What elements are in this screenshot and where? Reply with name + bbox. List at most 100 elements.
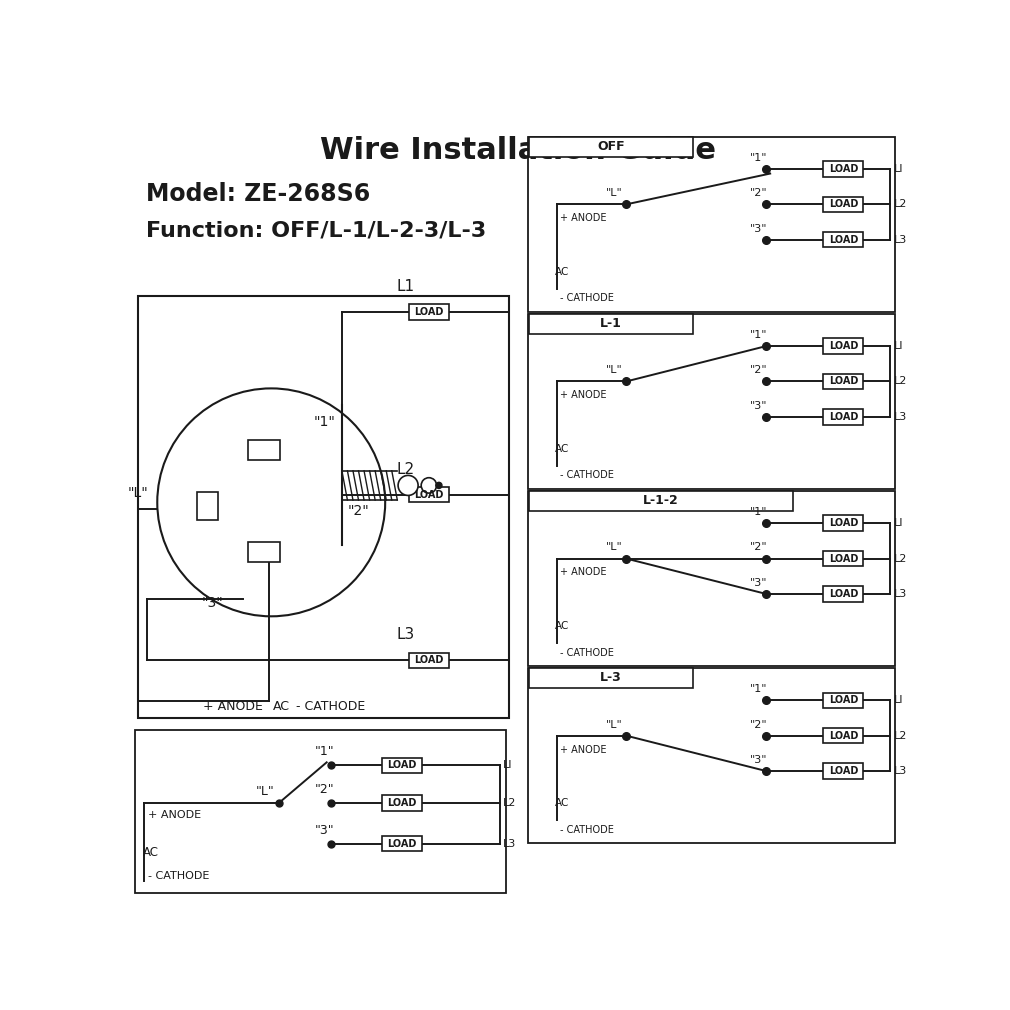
Text: LOAD: LOAD [828,199,858,209]
Bar [409,304,449,320]
Text: - CATHODE: - CATHODE [296,700,366,713]
Bar [135,729,506,893]
Text: L1: L1 [397,279,415,294]
Text: + ANODE: + ANODE [560,568,606,578]
Text: - CATHODE: - CATHODE [560,293,614,303]
Text: LOAD: LOAD [828,377,858,387]
Text: LI: LI [894,518,903,528]
Text: L2: L2 [894,199,907,209]
Text: "L": "L" [606,719,623,729]
Bar [197,492,218,520]
Text: LI: LI [894,695,903,705]
Bar [823,232,864,247]
Text: LOAD: LOAD [828,341,858,351]
Text: LOAD: LOAD [414,655,443,666]
Bar [529,668,693,688]
Bar [823,586,864,602]
Text: AC: AC [556,799,570,808]
Text: "2": "2" [348,504,370,518]
Text: Wire Installation Guide: Wire Installation Guide [319,136,716,165]
Text: LOAD: LOAD [388,798,417,808]
Text: LOAD: LOAD [828,412,858,422]
Text: LOAD: LOAD [828,589,858,599]
Text: L2: L2 [397,462,415,477]
Bar [823,338,864,354]
Bar [382,758,422,773]
Text: LOAD: LOAD [828,766,858,776]
Bar [823,409,864,424]
Text: AC: AC [142,846,159,860]
Bar [823,693,864,708]
Bar [823,197,864,212]
Text: AC: AC [556,621,570,631]
Text: "1": "1" [749,507,768,517]
Text: "3": "3" [749,223,768,233]
Bar [529,314,693,333]
Text: "1": "1" [314,745,334,759]
Text: - CATHODE: - CATHODE [148,871,209,881]
Text: "L": "L" [606,366,623,376]
Bar [248,541,281,562]
Bar [382,795,422,811]
Text: "L": "L" [606,542,623,552]
Bar [409,487,449,502]
Text: "2": "2" [749,542,768,552]
Text: L3: L3 [894,766,907,776]
Text: AC: AC [273,700,290,713]
Text: + ANODE: + ANODE [560,213,606,223]
Circle shape [421,478,436,493]
Text: L2: L2 [894,377,907,387]
Text: "L": "L" [256,785,275,798]
Text: "1": "1" [749,684,768,694]
Text: LOAD: LOAD [828,553,858,564]
Text: "2": "2" [749,366,768,376]
Text: OFF: OFF [597,140,625,154]
Text: Function: OFF/L-1/L-2-3/L-3: Function: OFF/L-1/L-2-3/L-3 [145,220,486,240]
Text: L2: L2 [894,730,907,740]
Text: LOAD: LOAD [828,164,858,174]
Text: "2": "2" [749,188,768,198]
Text: "1": "1" [749,330,768,340]
Text: "2": "2" [314,783,334,796]
Text: + ANODE: + ANODE [203,700,263,713]
Text: L3: L3 [894,589,907,599]
Text: L-1-2: L-1-2 [643,494,679,507]
Text: LI: LI [894,164,903,174]
Text: L2: L2 [894,553,907,564]
Bar [823,550,864,567]
Text: LOAD: LOAD [414,490,443,500]
Text: L3: L3 [503,838,516,848]
Circle shape [158,389,385,616]
Text: LOAD: LOAD [414,307,443,317]
Text: L-3: L-3 [600,672,622,685]
Text: Model: ZE-268S6: Model: ZE-268S6 [145,183,370,206]
Text: + ANODE: + ANODE [560,390,606,400]
Bar [248,440,281,460]
Text: L2: L2 [503,798,516,808]
Text: "3": "3" [314,824,334,837]
Text: - CATHODE: - CATHODE [560,647,614,658]
Text: + ANODE: + ANODE [148,809,201,819]
Bar [527,491,895,667]
Bar [527,136,895,312]
Bar [823,515,864,531]
Bar [823,728,864,743]
Bar [409,652,449,668]
Text: LI: LI [503,761,512,771]
Text: "1": "1" [749,153,768,163]
Text: "3": "3" [749,401,768,411]
Text: - CATHODE: - CATHODE [560,824,614,834]
Text: LOAD: LOAD [828,234,858,244]
Text: LI: LI [894,341,903,351]
Text: LOAD: LOAD [388,761,417,771]
Text: LOAD: LOAD [388,838,417,848]
Circle shape [398,476,418,496]
Bar [823,764,864,779]
Bar [382,836,422,851]
Text: + ANODE: + ANODE [560,744,606,754]
Text: - CATHODE: - CATHODE [560,471,614,481]
Text: "L": "L" [127,486,148,500]
Bar [527,314,895,489]
Text: "2": "2" [749,719,768,729]
Text: LOAD: LOAD [828,695,858,705]
